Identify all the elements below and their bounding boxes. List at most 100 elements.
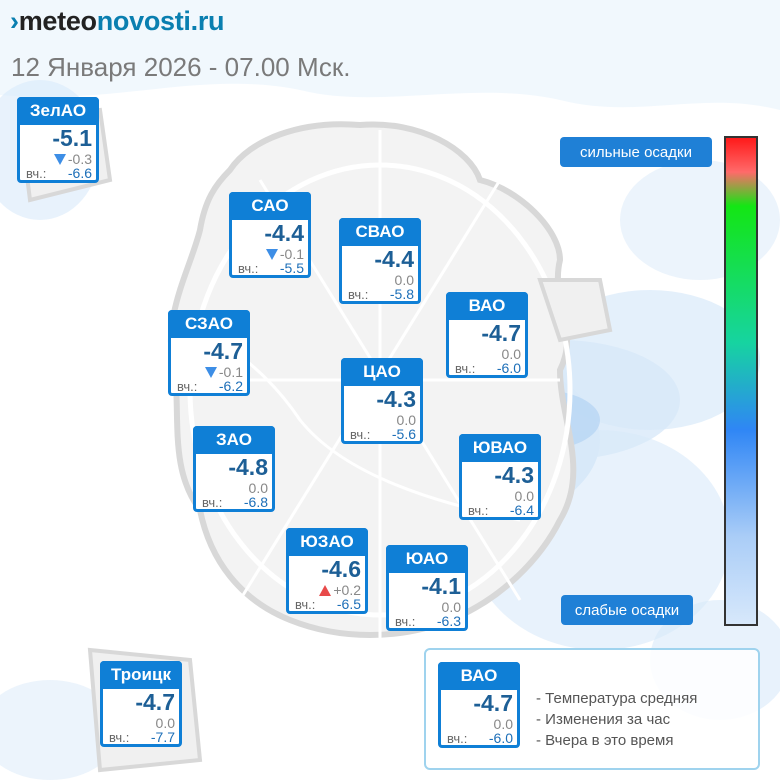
yesterday-label: вч.: xyxy=(350,427,371,442)
district-name: ЗАО xyxy=(193,426,275,454)
district-temp: -4.6 xyxy=(321,556,361,582)
legend-item-yesterday: - Вчера в это время xyxy=(536,732,674,749)
change-value: +0.2 xyxy=(333,582,361,598)
legend-item-average-temp: - Температура средняя xyxy=(536,690,698,707)
change-value: 0.0 xyxy=(441,599,461,615)
page-subtitle: 12 Января 2026 - 07.00 Мск. xyxy=(11,52,351,82)
yesterday-value: -6.8 xyxy=(243,494,268,510)
logo-text-meteo: meteo xyxy=(18,6,97,36)
yesterday-value: -6.2 xyxy=(218,378,243,394)
district-card-zao: ЗАО -4.8 0.0 вч.: -6.8 xyxy=(193,426,275,512)
yesterday-value: -5.6 xyxy=(391,426,416,442)
district-change: -0.1 xyxy=(204,364,243,380)
district-name: САО xyxy=(229,192,311,220)
legend-sample-card: ВАО -4.7 0.0 вч.: -6.0 xyxy=(438,662,520,748)
district-change: 0.0 xyxy=(515,488,534,504)
yesterday-label: вч.: xyxy=(238,261,259,276)
district-name: ЗелАО xyxy=(17,97,99,125)
district-temp: -4.4 xyxy=(264,220,304,246)
district-change: 0.0 xyxy=(494,716,513,732)
logo-mark: › xyxy=(10,6,19,36)
district-card-szao: СЗАО -4.7 -0.1 вч.: -6.2 xyxy=(168,310,250,396)
district-card-cao: ЦАО -4.3 0.0 вч.: -5.6 xyxy=(341,358,423,444)
change-value: 0.0 xyxy=(514,488,534,504)
yesterday-label: вч.: xyxy=(455,361,476,376)
arrow-down-icon xyxy=(204,366,217,378)
district-change: -0.3 xyxy=(53,151,92,167)
scale-label-light: слабые осадки xyxy=(561,595,693,625)
yesterday-label: вч.: xyxy=(177,379,198,394)
district-card-svao: СВАО -4.4 0.0 вч.: -5.8 xyxy=(339,218,421,304)
district-temp: -4.7 xyxy=(481,320,521,346)
yesterday-label: вч.: xyxy=(447,731,468,746)
district-change: -0.1 xyxy=(265,246,304,262)
district-name: ВАО xyxy=(438,662,520,690)
change-value: 0.0 xyxy=(248,480,268,496)
district-card-yuzao: ЮЗАО -4.6 +0.2 вч.: -6.5 xyxy=(286,528,368,614)
district-name: ЮАО xyxy=(386,545,468,573)
precipitation-scale-bar xyxy=(724,136,758,626)
change-value: -0.3 xyxy=(67,151,92,167)
district-name: ЦАО xyxy=(341,358,423,386)
yesterday-value: -6.0 xyxy=(488,730,513,746)
arrow-down-icon xyxy=(265,248,278,260)
change-value: 0.0 xyxy=(493,716,513,732)
logo-text-novosti: novosti.ru xyxy=(96,6,225,36)
district-card-yuao: ЮАО -4.1 0.0 вч.: -6.3 xyxy=(386,545,468,631)
district-change: 0.0 xyxy=(249,480,268,496)
district-temp: -4.7 xyxy=(473,690,513,716)
yesterday-label: вч.: xyxy=(295,597,316,612)
district-temp: -4.3 xyxy=(376,386,416,412)
district-card-vao: ВАО -4.7 0.0 вч.: -6.0 xyxy=(446,292,528,378)
district-temp: -4.7 xyxy=(203,338,243,364)
yesterday-value: -5.5 xyxy=(279,260,304,276)
yesterday-label: вч.: xyxy=(395,614,416,629)
district-change: 0.0 xyxy=(502,346,521,362)
site-logo[interactable]: ›meteonovosti.ru xyxy=(10,6,225,37)
yesterday-label: вч.: xyxy=(348,287,369,302)
change-value: -0.1 xyxy=(279,246,304,262)
yesterday-value: -5.8 xyxy=(389,286,414,302)
change-value: -0.1 xyxy=(218,364,243,380)
legend-box: ВАО -4.7 0.0 вч.: -6.0 - Температура сре… xyxy=(424,648,760,770)
district-change: 0.0 xyxy=(395,272,414,288)
district-temp: -4.4 xyxy=(374,246,414,272)
legend-item-hourly-change: - Изменения за час xyxy=(536,711,671,728)
district-name: ЮЗАО xyxy=(286,528,368,556)
district-name: СВАО xyxy=(339,218,421,246)
district-name: Троицк xyxy=(100,661,182,689)
district-name: СЗАО xyxy=(168,310,250,338)
district-temp: -4.7 xyxy=(135,689,175,715)
change-value: 0.0 xyxy=(155,715,175,731)
yesterday-label: вч.: xyxy=(109,730,130,745)
district-change: +0.2 xyxy=(319,582,361,598)
yesterday-value: -6.4 xyxy=(509,502,534,518)
arrow-up-icon xyxy=(319,584,332,596)
yesterday-label: вч.: xyxy=(26,166,47,181)
arrow-down-icon xyxy=(53,153,66,165)
district-change: 0.0 xyxy=(442,599,461,615)
yesterday-value: -6.3 xyxy=(436,613,461,629)
yesterday-label: вч.: xyxy=(468,503,489,518)
yesterday-value: -6.5 xyxy=(336,596,361,612)
change-value: 0.0 xyxy=(501,346,521,362)
district-temp: -4.1 xyxy=(421,573,461,599)
district-name: ВАО xyxy=(446,292,528,320)
district-change: 0.0 xyxy=(156,715,175,731)
yesterday-value: -7.7 xyxy=(150,729,175,745)
yesterday-label: вч.: xyxy=(202,495,223,510)
district-card-troitsk: Троицк -4.7 0.0 вч.: -7.7 xyxy=(100,661,182,747)
district-name: ЮВАО xyxy=(459,434,541,462)
change-value: 0.0 xyxy=(396,412,416,428)
district-change: 0.0 xyxy=(397,412,416,428)
yesterday-value: -6.0 xyxy=(496,360,521,376)
district-card-zelao: ЗелАО -5.1 -0.3 вч.: -6.6 xyxy=(17,97,99,183)
change-value: 0.0 xyxy=(394,272,414,288)
scale-label-heavy: сильные осадки xyxy=(560,137,712,167)
district-temp: -5.1 xyxy=(52,125,92,151)
district-temp: -4.3 xyxy=(494,462,534,488)
district-card-sao: САО -4.4 -0.1 вч.: -5.5 xyxy=(229,192,311,278)
district-temp: -4.8 xyxy=(228,454,268,480)
district-card-yuvao: ЮВАО -4.3 0.0 вч.: -6.4 xyxy=(459,434,541,520)
yesterday-value: -6.6 xyxy=(67,165,92,181)
